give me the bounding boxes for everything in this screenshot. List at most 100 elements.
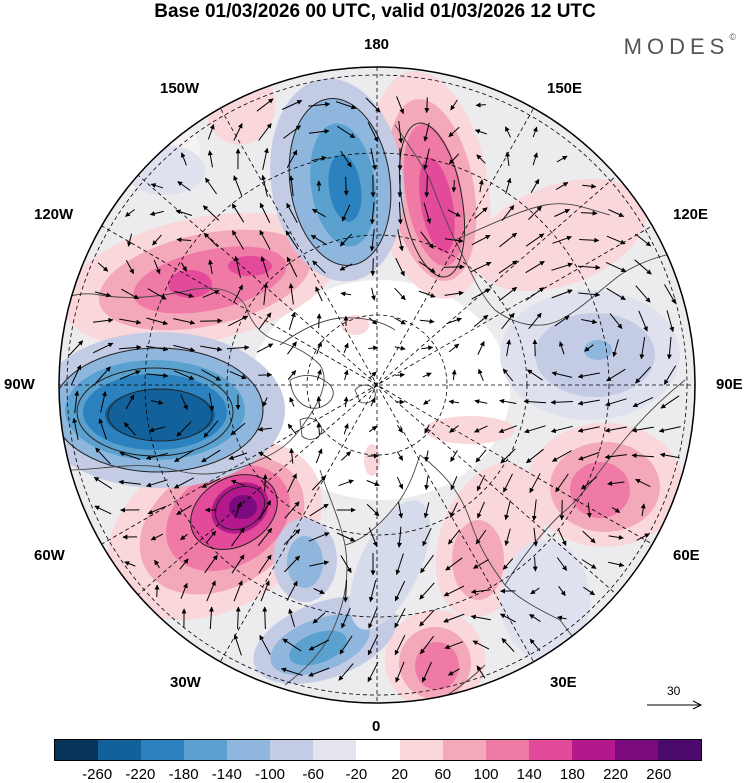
wind-vector (532, 152, 538, 166)
wind-vector (233, 175, 243, 197)
wind-vector (338, 663, 354, 681)
wind-vector (605, 261, 627, 273)
wind-vector (450, 502, 458, 518)
colorbar-tick-label: -180 (168, 766, 199, 783)
colorbar-swatch (184, 740, 228, 760)
wind-vector (146, 373, 169, 379)
wind-vector (478, 368, 484, 381)
wind-vector (259, 202, 271, 224)
wind-vector (147, 505, 167, 515)
wind-vector (473, 314, 489, 328)
wind-vector (421, 345, 434, 351)
wind-vector (471, 288, 491, 300)
wind-vector (424, 424, 430, 434)
wind-vector (423, 202, 432, 224)
wind-vector (506, 339, 512, 357)
wind-vector (370, 397, 376, 407)
wind-vector (368, 527, 378, 547)
wind-vector (258, 554, 272, 574)
wind-vector (394, 634, 406, 656)
wind-vector (286, 202, 298, 223)
colorbar-swatch (356, 740, 400, 760)
colorbar-swatch (571, 740, 615, 760)
wind-vector (258, 500, 272, 520)
wind-vector (200, 345, 223, 352)
wind-vector (606, 368, 626, 382)
wind-vector (176, 421, 192, 437)
wind-vector (501, 205, 515, 221)
wind-vector (95, 366, 111, 384)
wind-vector (148, 426, 165, 433)
colorbar-swatch (141, 740, 185, 760)
wind-vector (605, 398, 627, 407)
wind-vector (201, 478, 221, 488)
colorbar-tick-label: 260 (646, 766, 672, 783)
wind-vector (94, 291, 112, 298)
wind-vector (146, 317, 169, 326)
wind-vector (229, 370, 247, 380)
wind-vector (335, 101, 357, 110)
wind-vector (208, 606, 214, 630)
wind-vector (262, 147, 269, 170)
wind-vector (368, 425, 378, 433)
wind-vector (394, 580, 406, 602)
wind-vector (501, 638, 515, 652)
wind-vector (365, 97, 381, 113)
wind-vector (309, 503, 329, 517)
wind-vector (395, 257, 405, 277)
lon-label-30w: 30W (170, 674, 201, 691)
wind-vector (316, 422, 322, 436)
wind-vector (258, 372, 273, 378)
wind-vector (418, 261, 436, 273)
wind-vector (231, 527, 245, 547)
wind-vector (612, 339, 619, 358)
wind-vector (93, 476, 113, 490)
wind-vector (231, 554, 245, 574)
colorbar-swatch (227, 740, 271, 760)
wind-vector (230, 479, 245, 486)
wind-vector (125, 260, 135, 275)
wind-vector (368, 580, 377, 603)
wind-vector (288, 283, 294, 305)
wind-vector (259, 229, 271, 250)
wind-vector (180, 394, 188, 411)
wind-vector (420, 554, 434, 574)
brand-logo: MODES© (623, 31, 736, 60)
wind-vector (119, 370, 141, 380)
wind-vector (260, 256, 269, 278)
colorbar-tick-label: -100 (254, 766, 286, 783)
wind-vector (123, 422, 137, 436)
wind-vector (312, 612, 326, 624)
colorbar-swatch (270, 740, 314, 760)
wind-vector (475, 102, 486, 108)
wind-vector (263, 282, 269, 305)
wind-vector (308, 667, 330, 677)
wind-vector (286, 256, 298, 278)
wind-vector (311, 475, 327, 491)
wind-vector (523, 399, 547, 405)
colorbar-tick-label: -220 (125, 766, 156, 783)
wind-vector (230, 422, 246, 436)
wind-vector (580, 210, 598, 216)
wind-vector (121, 288, 140, 300)
wind-vector (289, 396, 295, 407)
wind-vector (308, 101, 331, 107)
wind-vector (578, 451, 600, 461)
wind-vector (207, 150, 213, 168)
wind-vector (631, 453, 655, 459)
wind-vector (256, 98, 274, 112)
wind-vector (419, 582, 435, 600)
wind-vector (315, 448, 323, 464)
wind-vector (531, 499, 537, 521)
wind-vector (556, 557, 568, 571)
wind-vector (477, 501, 485, 519)
wind-vector (95, 447, 111, 465)
brand-name: MODES (623, 34, 730, 59)
wind-vector (119, 451, 141, 460)
wind-vector (583, 586, 596, 596)
wind-vector (68, 340, 84, 356)
wind-vector (286, 149, 298, 168)
wind-vector (343, 369, 349, 381)
wind-vector (530, 587, 540, 595)
copyright-mark: © (729, 31, 736, 42)
